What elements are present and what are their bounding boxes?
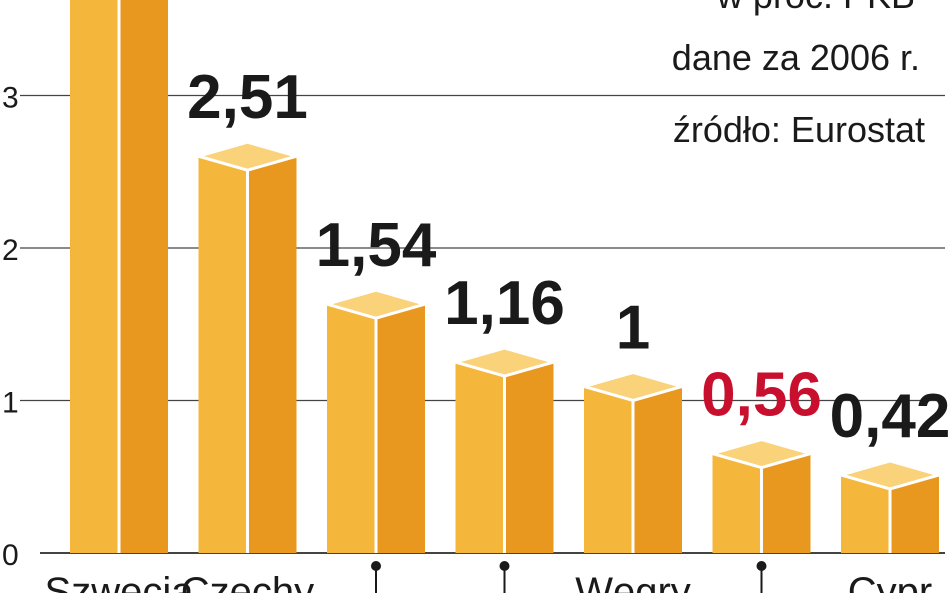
bar-right-face	[890, 474, 939, 553]
bar-value-label: 2,51	[187, 63, 308, 132]
bar	[578, 370, 688, 553]
bars-layer	[70, 0, 945, 553]
bar-left-face	[584, 386, 633, 553]
bar-left-face	[712, 453, 762, 553]
bar-right-face	[761, 453, 811, 553]
bar-left-face	[841, 474, 890, 553]
bar-right-face	[119, 0, 168, 553]
chart-note-source: źródło: Eurostat	[673, 109, 925, 150]
bar	[835, 459, 945, 553]
bar-value-label: 0,42	[830, 382, 948, 451]
bar	[70, 0, 168, 553]
bar-left-face	[327, 304, 376, 553]
category-leader-dot	[756, 561, 767, 571]
category-label: Szwecja	[45, 570, 195, 593]
label-layer: 0 1 2 3 Szwecja 2,51 Czechy 1,541,16 1 Węgry 0,56 0…	[2, 63, 948, 593]
bar-top-face	[193, 140, 302, 172]
bar-value-label: 0,56	[701, 361, 822, 430]
bar-value-label: 1,54	[316, 211, 437, 280]
bar-left-face	[70, 0, 119, 553]
bar-left-face	[198, 156, 248, 553]
bar-right-face	[504, 362, 554, 553]
bar-top-face	[578, 370, 688, 403]
bar-value-label: 1	[616, 294, 650, 363]
bar-top-face	[707, 438, 816, 470]
category-leader-dot	[371, 561, 381, 571]
chart-title: w proc. PKB	[716, 0, 915, 16]
bar-right-face	[247, 156, 297, 553]
category-leader-dot	[499, 561, 510, 571]
bar-value-label: 1,16	[444, 269, 565, 338]
bar	[193, 140, 302, 553]
bar-right-face	[376, 304, 425, 553]
bar-top-face	[450, 346, 559, 378]
category-label: Cypr	[848, 570, 932, 593]
bar-right-face	[633, 386, 682, 553]
bar	[321, 288, 431, 553]
y-tick-label: 1	[2, 387, 19, 420]
y-tick-label: 2	[2, 234, 19, 267]
bar-top-face	[321, 288, 431, 320]
bar-left-face	[455, 362, 505, 553]
bar	[450, 346, 559, 553]
chart-note-period: dane za 2006 r.	[672, 37, 920, 78]
bar-top-face	[835, 459, 945, 491]
y-tick-label: 0	[2, 539, 19, 572]
bar	[707, 438, 816, 553]
y-tick-label: 3	[2, 82, 19, 115]
category-label: Węgry	[575, 570, 691, 593]
category-label: Czechy	[181, 570, 314, 593]
